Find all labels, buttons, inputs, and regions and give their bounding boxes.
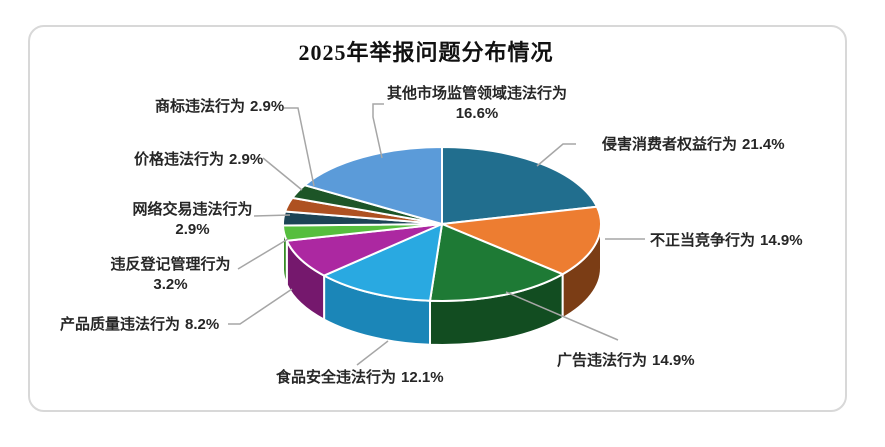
slice-label-trademark: 商标违法行为 2.9% bbox=[155, 97, 284, 117]
slice-label-unfair-competition: 不正当竞争行为 14.9% bbox=[650, 231, 803, 251]
slice-label-text: 产品质量违法行为 bbox=[60, 316, 181, 333]
slice-label-text: 食品安全违法行为 bbox=[276, 369, 397, 386]
slice-label-advertising: 广告违法行为 14.9% bbox=[557, 351, 695, 371]
slice-label-pricing: 价格违法行为 2.9% bbox=[134, 150, 263, 170]
slice-label-food-safety: 食品安全违法行为 12.1% bbox=[276, 368, 444, 388]
slice-label-text: 商标违法行为 bbox=[155, 98, 246, 115]
slice-value-text: 16.6% bbox=[455, 105, 499, 122]
slice-label-product-quality: 产品质量违法行为 8.2% bbox=[60, 315, 219, 335]
slice-label-text: 广告违法行为 bbox=[557, 352, 648, 369]
pie-slice-0 bbox=[441, 146, 598, 225]
slice-value-text: 14.9% bbox=[652, 352, 695, 369]
leader-line-6 bbox=[253, 214, 291, 217]
slice-label-text: 其他市场监管领域违法行为 bbox=[386, 85, 567, 102]
leader-line-9 bbox=[372, 103, 384, 159]
slice-label-text: 价格违法行为 bbox=[134, 151, 225, 168]
slice-label-consumer-rights: 侵害消费者权益行为 21.4% bbox=[602, 135, 785, 155]
pie-slice-3 bbox=[323, 223, 443, 302]
leader-line-2 bbox=[505, 291, 619, 341]
slice-label-text: 违反登记管理行为 bbox=[110, 256, 231, 273]
slice-value-text: 21.4% bbox=[742, 136, 785, 153]
slice-label-registration: 违反登记管理行为 3.2% bbox=[93, 255, 248, 295]
slice-label-other: 其他市场监管领域违法行为 16.6% bbox=[377, 84, 577, 124]
slice-value-text: 12.1% bbox=[401, 369, 444, 386]
slice-value-text: 2.9% bbox=[229, 151, 264, 168]
slice-value-text: 3.2% bbox=[153, 276, 188, 293]
leader-line-5 bbox=[237, 238, 289, 270]
slice-label-online-trade: 网络交易违法行为 2.9% bbox=[115, 200, 270, 240]
slice-label-text: 不正当竞争行为 bbox=[650, 232, 756, 249]
slice-label-text: 侵害消费者权益行为 bbox=[602, 136, 738, 153]
slice-value-text: 2.9% bbox=[175, 221, 210, 238]
leader-line-8 bbox=[284, 107, 315, 187]
chart-title: 2025年举报问题分布情况 bbox=[298, 40, 554, 65]
leader-line-0 bbox=[536, 143, 576, 167]
slice-value-text: 8.2% bbox=[185, 316, 220, 333]
leader-line-7 bbox=[262, 157, 303, 191]
slice-label-text: 网络交易违法行为 bbox=[132, 201, 253, 218]
leader-line-4 bbox=[228, 288, 293, 325]
slice-value-text: 2.9% bbox=[250, 98, 285, 115]
leader-line-3 bbox=[356, 340, 389, 366]
pie-slice-2 bbox=[429, 223, 564, 303]
pie-slice-1 bbox=[441, 205, 602, 276]
slice-value-text: 14.9% bbox=[760, 232, 803, 249]
